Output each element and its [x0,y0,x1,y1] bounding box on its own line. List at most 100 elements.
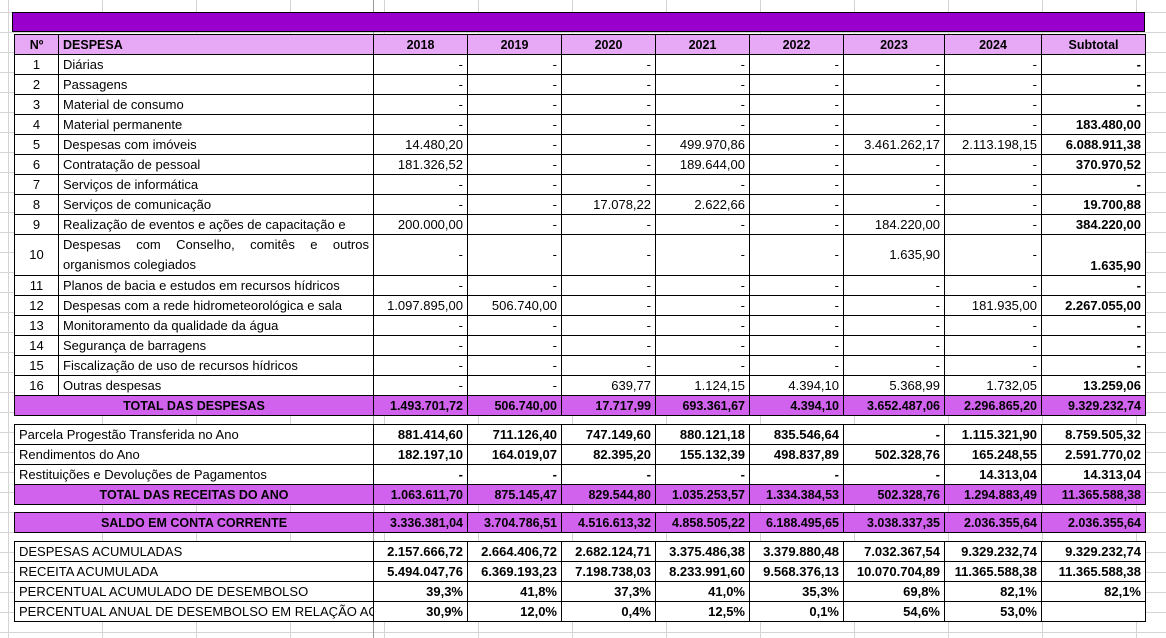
total-value[interactable]: 3.652.487,06 [843,395,945,416]
year-value[interactable]: - [843,154,945,175]
acumulado-label[interactable]: PERCENTUAL ANUAL DE DESEMBOLSO EM RELAÇÃ… [14,601,374,622]
year-value[interactable]: - [655,234,750,276]
acumulado-label[interactable]: RECEITA ACUMULADA [14,561,374,582]
row-number[interactable]: 14 [14,335,59,356]
year-value[interactable]: 881.414,60 [373,424,468,445]
row-number[interactable]: 2 [14,74,59,95]
year-value[interactable]: 1.732,05 [944,375,1042,396]
total-value[interactable]: 1.334.384,53 [749,484,844,505]
year-value[interactable]: - [749,114,844,135]
year-value[interactable]: 498.837,89 [749,444,844,465]
year-value[interactable]: - [373,375,468,396]
despesa-label[interactable]: Passagens [58,74,374,95]
header-year[interactable]: 2018 [373,34,468,55]
year-value[interactable]: - [749,335,844,356]
row-number[interactable]: 8 [14,194,59,215]
year-value[interactable]: 12,0% [467,601,562,622]
row-number[interactable]: 5 [14,134,59,155]
year-value[interactable]: 17.078,22 [561,194,656,215]
year-value[interactable]: - [373,234,468,276]
year-value[interactable]: - [749,214,844,235]
despesa-label[interactable]: Material permanente [58,114,374,135]
year-value[interactable]: 39,3% [373,581,468,602]
year-value[interactable]: 184.220,00 [843,214,945,235]
year-value[interactable]: - [561,315,656,336]
despesa-label[interactable]: Serviços de informática [58,174,374,195]
row-number[interactable]: 3 [14,94,59,115]
year-value[interactable]: 41,0% [655,581,750,602]
row-number[interactable]: 9 [14,214,59,235]
receita-label[interactable]: Rendimentos do Ano [14,444,374,465]
year-value[interactable]: - [843,54,945,75]
row-number[interactable]: 13 [14,315,59,336]
year-value[interactable]: - [373,174,468,195]
subtotal-value[interactable]: 6.088.911,38 [1041,134,1146,155]
year-value[interactable]: 0,4% [561,601,656,622]
header-year[interactable]: 2020 [561,34,656,55]
year-value[interactable]: 880.121,18 [655,424,750,445]
saldo-label[interactable]: SALDO EM CONTA CORRENTE [14,512,374,533]
year-value[interactable]: - [944,114,1042,135]
year-value[interactable]: - [655,54,750,75]
year-value[interactable]: 502.328,76 [843,444,945,465]
year-value[interactable]: - [843,295,945,316]
total-subtotal[interactable]: 9.329.232,74 [1041,395,1146,416]
year-value[interactable]: - [843,315,945,336]
year-value[interactable]: - [749,94,844,115]
year-value[interactable]: 3.461.262,17 [843,134,945,155]
year-value[interactable]: - [843,424,945,445]
year-value[interactable]: 69,8% [843,581,945,602]
year-value[interactable]: - [749,154,844,175]
year-value[interactable]: 12,5% [655,601,750,622]
acumulado-label[interactable]: PERCENTUAL ACUMULADO DE DESEMBOLSO [14,581,374,602]
year-value[interactable]: - [467,315,562,336]
year-value[interactable]: 11.365.588,38 [944,561,1042,582]
year-value[interactable]: - [749,194,844,215]
year-value[interactable]: - [749,295,844,316]
subtotal-value[interactable]: 9.329.232,74 [1041,541,1146,562]
year-value[interactable]: - [561,464,656,485]
year-value[interactable]: 53,0% [944,601,1042,622]
year-value[interactable]: 7.198.738,03 [561,561,656,582]
subtotal-value[interactable]: 8.759.505,32 [1041,424,1146,445]
year-value[interactable]: 711.126,40 [467,424,562,445]
despesa-label[interactable]: Segurança de barragens [58,335,374,356]
total-value[interactable]: 1.035.253,57 [655,484,750,505]
subtotal-value[interactable]: - [1041,174,1146,195]
row-number[interactable]: 1 [14,54,59,75]
year-value[interactable]: - [655,315,750,336]
year-value[interactable]: - [655,174,750,195]
year-value[interactable]: - [944,275,1042,296]
header-year[interactable]: 2023 [843,34,945,55]
row-number[interactable]: 10 [14,234,59,276]
year-value[interactable]: - [373,355,468,376]
year-value[interactable]: 14.480,20 [373,134,468,155]
year-value[interactable]: 5.368,99 [843,375,945,396]
year-value[interactable]: - [467,234,562,276]
year-value[interactable]: 82.395,20 [561,444,656,465]
year-value[interactable]: - [467,134,562,155]
year-value[interactable]: 4.394,10 [749,375,844,396]
saldo-value[interactable]: 3.336.381,04 [373,512,468,533]
year-value[interactable]: - [944,214,1042,235]
year-value[interactable]: - [749,234,844,276]
total-subtotal[interactable]: 11.365.588,38 [1041,484,1146,505]
row-number[interactable]: 15 [14,355,59,376]
year-value[interactable]: - [373,74,468,95]
year-value[interactable]: 30,9% [373,601,468,622]
year-value[interactable]: - [467,375,562,396]
year-value[interactable]: - [655,74,750,95]
subtotal-value[interactable]: - [1041,355,1146,376]
total-value[interactable]: 1.063.611,70 [373,484,468,505]
subtotal-value[interactable]: 1.635,90 [1041,234,1146,276]
year-value[interactable]: - [944,355,1042,376]
year-value[interactable]: - [561,295,656,316]
year-value[interactable]: - [373,194,468,215]
row-number[interactable]: 12 [14,295,59,316]
subtotal-value[interactable]: 14.313,04 [1041,464,1146,485]
year-value[interactable]: 2.622,66 [655,194,750,215]
header-year[interactable]: 2021 [655,34,750,55]
year-value[interactable]: - [749,54,844,75]
year-value[interactable]: 182.197,10 [373,444,468,465]
year-value[interactable]: - [843,275,945,296]
